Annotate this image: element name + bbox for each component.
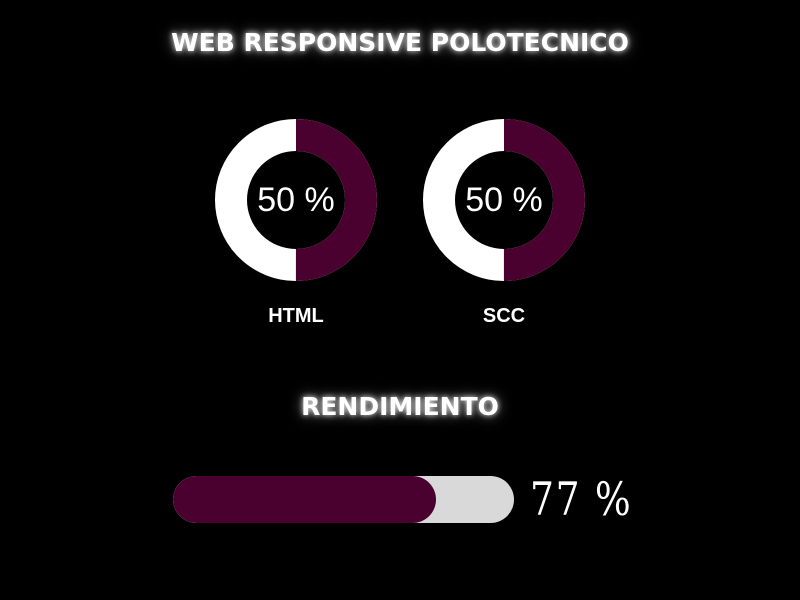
page-title: WEB RESPONSIVE POLOTECNICO xyxy=(171,28,629,57)
scc-label: SCC xyxy=(482,305,526,327)
scc-gauge: 50 % xyxy=(422,118,586,282)
html-ring-fill xyxy=(215,119,377,281)
html-percent: 50 % xyxy=(257,181,335,219)
html-gauge: 50 % xyxy=(214,118,378,282)
scc-percent: 50 % xyxy=(465,181,543,219)
scc-ring-fill xyxy=(423,119,585,281)
html-label: HTML xyxy=(268,305,324,327)
performance-progress-bar xyxy=(173,476,514,523)
performance-title: RENDIMIENTO xyxy=(301,392,499,421)
html-ring-chart xyxy=(215,119,377,281)
scc-ring-chart xyxy=(423,119,585,281)
performance-progress-fill xyxy=(173,476,436,523)
performance-percent: 77 % xyxy=(530,472,633,526)
